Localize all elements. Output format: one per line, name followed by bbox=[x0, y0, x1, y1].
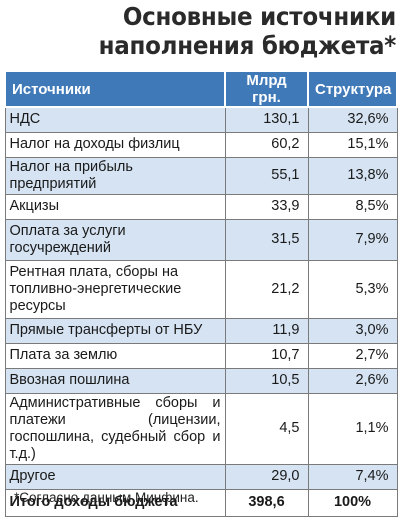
source-cell: Административные сборы и платежи (лиценз… bbox=[4, 392, 226, 465]
page-title: Основные источники наполнения бюджета* bbox=[37, 2, 397, 60]
table-row: Налог на прибыль предприятий 55,1 13,8% bbox=[4, 156, 398, 195]
amount-cell: 130,1 bbox=[224, 106, 309, 133]
table-header-row: Источники Млрд грн. Структура bbox=[4, 70, 398, 108]
share-cell: 2,6% bbox=[307, 367, 398, 394]
share-cell: 32,6% bbox=[307, 106, 398, 133]
share-cell: 7,4% bbox=[307, 463, 398, 490]
header-structure: Структура bbox=[307, 70, 398, 108]
share-cell: 5,3% bbox=[307, 259, 398, 319]
table-row: НДС 130,1 32,6% bbox=[4, 106, 398, 133]
source-cell: Другое bbox=[4, 463, 226, 490]
table-row: Плата за землю 10,7 2,7% bbox=[4, 342, 398, 369]
share-cell: 8,5% bbox=[307, 193, 398, 220]
amount-cell: 31,5 bbox=[224, 218, 309, 261]
total-amount: 398,6 bbox=[224, 488, 309, 517]
table-row: Прямые трансферты от НБУ 11,9 3,0% bbox=[4, 317, 398, 344]
total-label: Итого доходы бюджета bbox=[4, 488, 226, 517]
amount-cell: 4,5 bbox=[224, 392, 309, 465]
amount-cell: 55,1 bbox=[224, 156, 309, 195]
table-row: Налог на доходы физлиц 60,2 15,1% bbox=[4, 131, 398, 158]
amount-cell: 10,7 bbox=[224, 342, 309, 369]
share-cell: 13,8% bbox=[307, 156, 398, 195]
amount-cell: 29,0 bbox=[224, 463, 309, 490]
amount-cell: 11,9 bbox=[224, 317, 309, 344]
table-row: Ввозная пошлина 10,5 2,6% bbox=[4, 367, 398, 394]
amount-cell: 21,2 bbox=[224, 259, 309, 319]
share-cell: 7,9% bbox=[307, 218, 398, 261]
source-cell: Плата за землю bbox=[4, 342, 226, 369]
total-row: Итого доходы бюджета 398,6 100% bbox=[4, 488, 398, 517]
title-line-2: наполнения бюджета* bbox=[98, 31, 397, 60]
share-cell: 2,7% bbox=[307, 342, 398, 369]
amount-cell: 10,5 bbox=[224, 367, 309, 394]
footnote: *Согласно данным Минфина. bbox=[14, 490, 199, 505]
total-share: 100% bbox=[307, 488, 398, 517]
source-cell: Налог на прибыль предприятий bbox=[4, 156, 226, 195]
title-line-1: Основные источники bbox=[122, 2, 397, 31]
table-row: Другое 29,0 7,4% bbox=[4, 463, 398, 490]
budget-sources-table: Источники Млрд грн. Структура НДС 130,1 … bbox=[4, 70, 398, 517]
table-row: Акцизы 33,9 8,5% bbox=[4, 193, 398, 220]
header-sources: Источники bbox=[4, 70, 226, 108]
share-cell: 15,1% bbox=[307, 131, 398, 158]
header-amount: Млрд грн. bbox=[224, 70, 309, 108]
source-cell: Рентная плата, сборы на топливно-энергет… bbox=[4, 259, 226, 319]
source-cell: Ввозная пошлина bbox=[4, 367, 226, 394]
source-cell: Акцизы bbox=[4, 193, 226, 220]
share-cell: 1,1% bbox=[307, 392, 398, 465]
source-cell: Оплата за услуги госучреждений bbox=[4, 218, 226, 261]
source-cell: Прямые трансферты от НБУ bbox=[4, 317, 226, 344]
table-row: Рентная плата, сборы на топливно-энергет… bbox=[4, 259, 398, 319]
table-row: Административные сборы и платежи (лиценз… bbox=[4, 392, 398, 465]
source-cell: Налог на доходы физлиц bbox=[4, 131, 226, 158]
amount-cell: 60,2 bbox=[224, 131, 309, 158]
source-cell: НДС bbox=[4, 106, 226, 133]
share-cell: 3,0% bbox=[307, 317, 398, 344]
amount-cell: 33,9 bbox=[224, 193, 309, 220]
table-row: Оплата за услуги госучреждений 31,5 7,9% bbox=[4, 218, 398, 261]
